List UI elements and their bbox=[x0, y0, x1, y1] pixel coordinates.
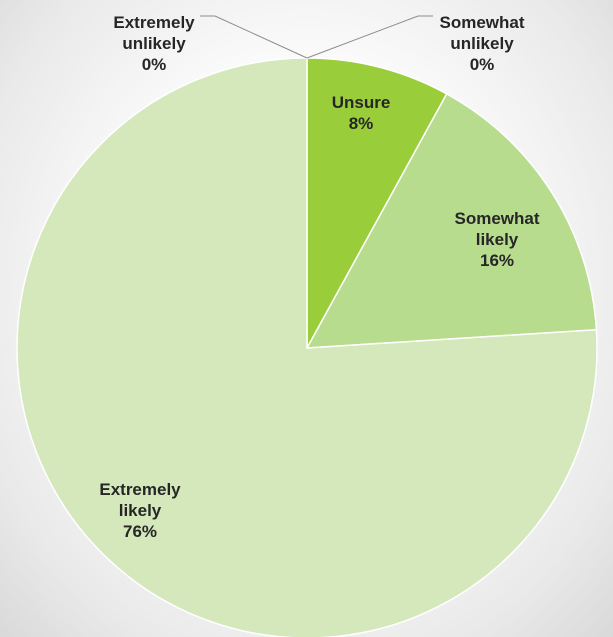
pie-slices bbox=[16, 57, 598, 637]
pie-slice-unsure bbox=[306, 57, 448, 349]
data-label-somewhat-likely: Somewhat likely 16% bbox=[454, 209, 539, 270]
data-label-unsure: Unsure 8% bbox=[332, 93, 391, 133]
pie-slice-extremely-likely bbox=[16, 57, 598, 637]
data-label-somewhat-unlikely: Somewhat unlikely 0% bbox=[439, 13, 524, 74]
leader-line-extremely-unlikely bbox=[200, 15, 308, 59]
data-labels: Unsure 8% Somewhat likely 16% Extremely likely… bbox=[99, 13, 539, 541]
leader-line-somewhat-unlikely bbox=[306, 15, 433, 59]
data-label-extremely-likely: Extremely likely 76% bbox=[99, 480, 181, 541]
leader-lines bbox=[200, 15, 433, 59]
data-label-extremely-unlikely: Extremely unlikely 0% bbox=[113, 13, 195, 74]
pie-slice-somewhat-likely bbox=[305, 92, 598, 349]
